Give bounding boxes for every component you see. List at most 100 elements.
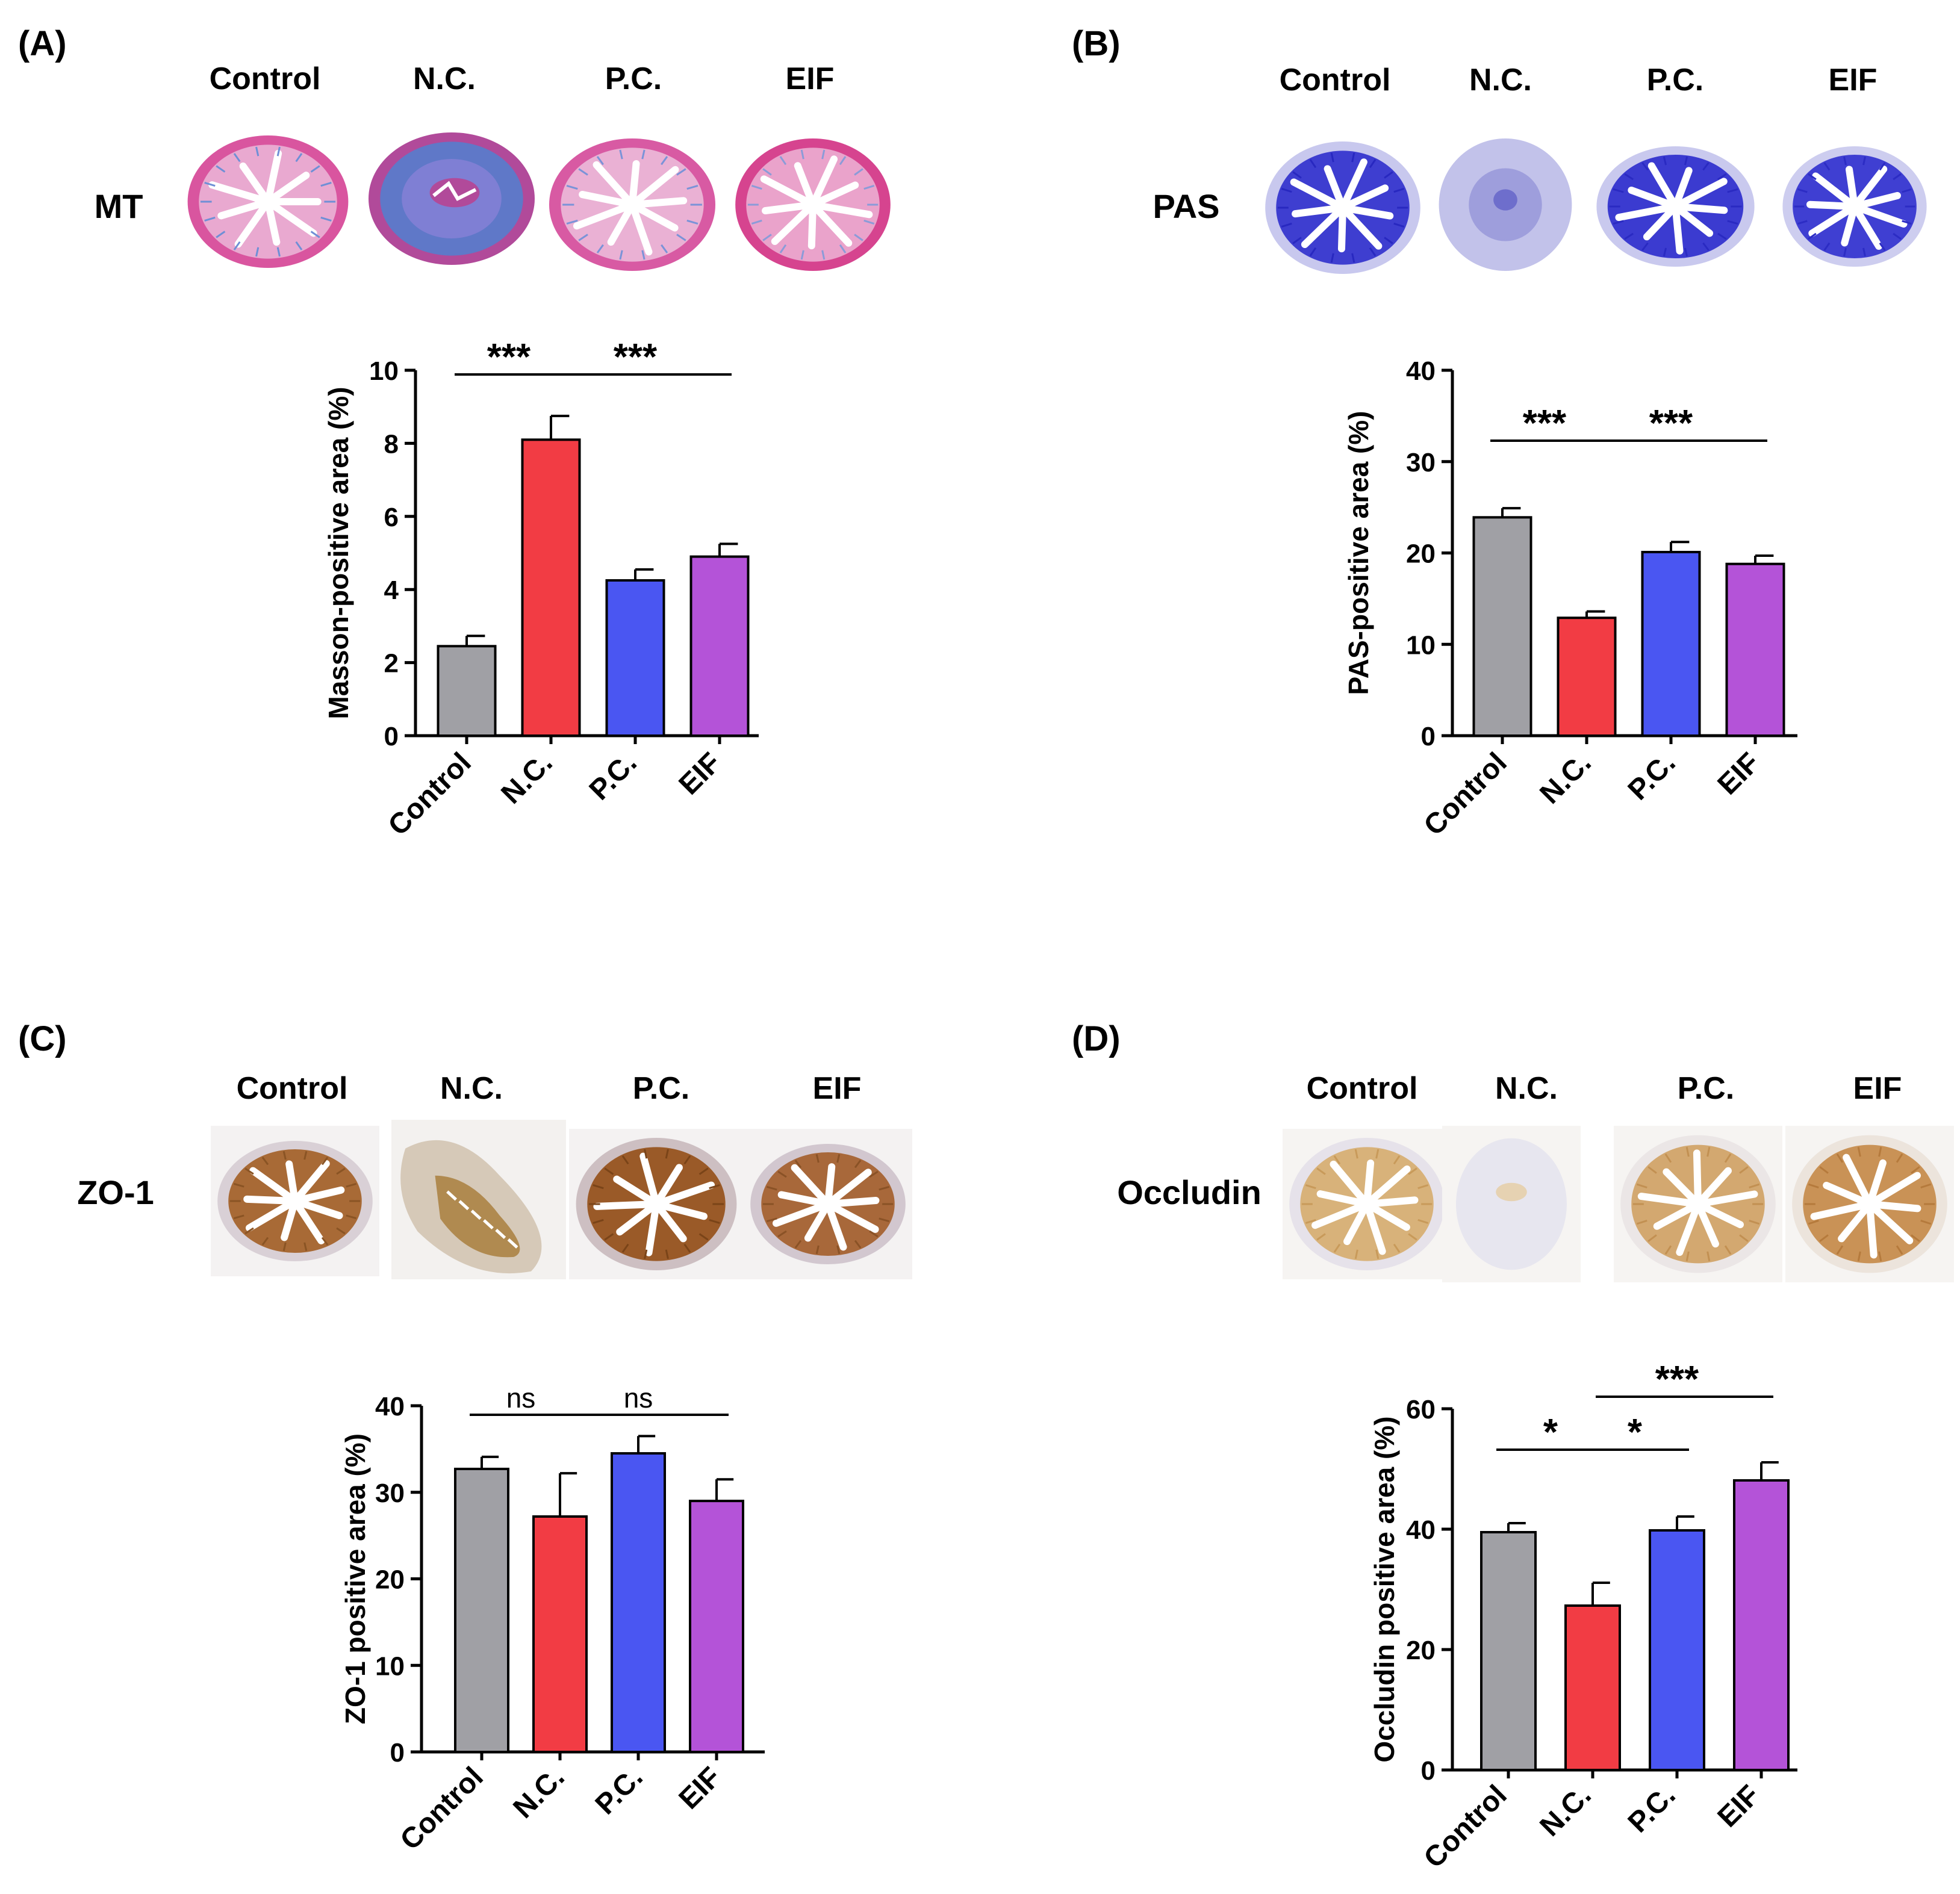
x-tick-label: Control [394, 1761, 490, 1856]
crypt-line [321, 1237, 329, 1246]
crypt-line [1351, 152, 1355, 163]
crypt-line [1823, 162, 1831, 171]
y-axis-title: Masson-positive area (%) [323, 387, 354, 719]
crypt-line [1309, 159, 1317, 169]
crypt-line [1333, 1243, 1341, 1253]
crypt-line [1393, 1243, 1401, 1253]
crypt-line [233, 153, 241, 163]
crypt-line [1862, 156, 1866, 166]
crypt-line [1857, 1147, 1861, 1157]
crypt-line [863, 219, 875, 225]
crypt-line [1857, 1251, 1861, 1261]
crypt-line [1351, 253, 1355, 263]
crypt-line [751, 219, 762, 225]
crypt-line [255, 146, 260, 157]
crypt-line [869, 1170, 879, 1178]
crypt-line [276, 247, 281, 257]
tissue-image [211, 1126, 379, 1276]
tissue-image [361, 123, 542, 274]
tissue-image [1283, 1129, 1451, 1279]
crypt-line [762, 234, 772, 241]
significance-label: *** [614, 337, 658, 378]
crypt-line [1613, 188, 1624, 193]
crypt-line [879, 1185, 890, 1191]
lumen-fold [495, 1229, 506, 1239]
crypt-line [1292, 171, 1302, 179]
stain-label: ZO-1 [77, 1173, 154, 1211]
crypt-line [854, 234, 863, 241]
y-tick-label: 40 [375, 1392, 405, 1421]
bar [611, 1452, 666, 1753]
crypt-line [1417, 1184, 1429, 1190]
crypt-line [839, 244, 847, 253]
crypt-line [751, 184, 762, 190]
crypt-line [665, 1249, 669, 1259]
lumen-center [1663, 199, 1688, 214]
crypt-line [1739, 1166, 1749, 1174]
crypt-line [766, 1217, 777, 1223]
lumen-center [1857, 1196, 1882, 1212]
crypt-line [1843, 247, 1847, 257]
crypt-line [578, 168, 588, 176]
crypt-line [863, 184, 875, 190]
bar [437, 645, 497, 737]
bar [1733, 1479, 1790, 1771]
crypt-line [1624, 173, 1634, 181]
crypt-line [204, 181, 216, 187]
crypt-line [1624, 232, 1634, 240]
tissue-image [1776, 131, 1933, 282]
crypt-line [1706, 1147, 1711, 1157]
crypt-line [709, 1184, 720, 1190]
crypt-line [303, 1242, 308, 1252]
y-tick-label: 0 [390, 1738, 405, 1768]
crypt-line [346, 1182, 357, 1188]
crypt-line [1384, 171, 1393, 179]
y-tick-label: 30 [375, 1479, 405, 1508]
crypt-line [1663, 247, 1667, 257]
crypt-line [1685, 1147, 1690, 1157]
crypt-line [1305, 1219, 1316, 1225]
crypt-line [621, 1243, 629, 1253]
x-tick-label: EIF [1712, 747, 1766, 801]
crypt-line [1417, 1219, 1429, 1225]
crypt-line [1330, 253, 1334, 263]
crypt-line [310, 231, 320, 238]
crypt-line [1902, 188, 1912, 193]
crypt-line [1893, 173, 1902, 181]
crypt-line [261, 1157, 269, 1166]
crypt-line [794, 1160, 802, 1169]
panel-b: (B) Control N.C. P.C. EIF PAS 0 10 20 30 40 PAS-pos… [1072, 24, 1933, 842]
x-tick-label: P.C. [583, 747, 643, 806]
crypt-line [821, 149, 826, 160]
y-tick-label: 2 [384, 649, 399, 678]
panel-label: (D) [1072, 1019, 1121, 1058]
bar [1649, 1529, 1705, 1771]
crypt-line [641, 250, 646, 260]
image-header: P.C. [1647, 63, 1703, 98]
x-tick-label: EIF [1712, 1779, 1766, 1833]
crypt-line [233, 241, 241, 250]
crypt-line [1911, 1234, 1920, 1242]
crypt-line [1292, 237, 1302, 244]
x-tick-label: Control [1418, 747, 1513, 842]
lumen-fold [1363, 1200, 1386, 1255]
lumen-fold [1693, 1149, 1702, 1208]
crypt-line [661, 244, 668, 253]
crypt-line [1316, 1167, 1326, 1175]
bar [1557, 616, 1617, 737]
bar [689, 1500, 744, 1753]
lumen-center [1685, 1196, 1711, 1212]
crypt-line [1354, 1249, 1358, 1259]
crypt-line [836, 1245, 841, 1255]
y-axis-title: ZO-1 positive area (%) [340, 1433, 371, 1724]
tissue-image [1785, 1126, 1954, 1282]
crypt-line [1749, 1183, 1760, 1189]
crypt-line [320, 181, 332, 187]
crypt-line [1408, 1233, 1417, 1241]
lumen-fold [458, 1200, 470, 1211]
y-tick-label: 20 [1406, 539, 1436, 569]
crypt-line [1333, 1155, 1341, 1165]
crypt-line [1896, 1245, 1903, 1255]
crypt-line [233, 1214, 244, 1220]
bar-chart: 0 10 20 30 40 PAS-positive area (%) Control N.C… [1343, 356, 1797, 842]
